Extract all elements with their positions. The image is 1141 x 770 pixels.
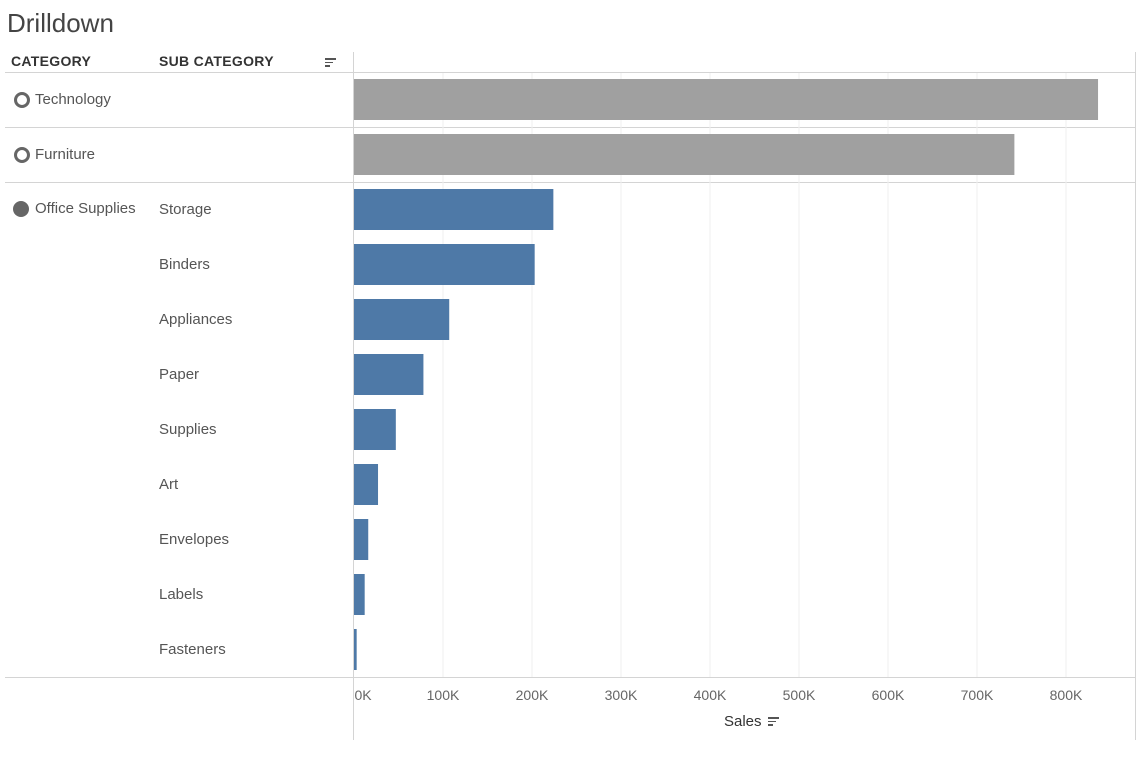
collapse-office-supplies-icon[interactable] bbox=[13, 201, 29, 217]
category-divider bbox=[5, 182, 1136, 183]
category-label-technology[interactable]: Technology bbox=[35, 91, 111, 108]
dashboard-title: Drilldown bbox=[7, 8, 114, 38]
category-label-office-supplies[interactable]: Office Supplies bbox=[35, 200, 136, 217]
bar-furniture[interactable] bbox=[354, 134, 1015, 175]
x-tick-label: 300K bbox=[605, 687, 638, 703]
bar-appliances[interactable] bbox=[354, 299, 450, 340]
x-tick-label: 100K bbox=[427, 687, 460, 703]
x-tick-label: 0K bbox=[354, 687, 372, 703]
pane-right-border bbox=[1135, 52, 1136, 740]
category-column-header[interactable]: CATEGORY bbox=[11, 53, 92, 69]
x-tick-label: 200K bbox=[516, 687, 549, 703]
axis-sort-icon[interactable] bbox=[768, 716, 780, 726]
bar-envelopes[interactable] bbox=[354, 519, 369, 560]
expand-technology-icon[interactable] bbox=[14, 92, 30, 108]
sub-category-column-header[interactable]: SUB CATEGORY bbox=[159, 53, 274, 69]
bar-fasteners[interactable] bbox=[354, 629, 357, 670]
sub-category-label[interactable]: Storage bbox=[159, 201, 212, 218]
x-tick-label: 700K bbox=[961, 687, 994, 703]
pane-axis-line bbox=[353, 52, 354, 740]
table-bottom-border bbox=[5, 677, 1136, 678]
sub-category-label[interactable]: Art bbox=[159, 476, 179, 493]
sub-category-label[interactable]: Binders bbox=[159, 256, 210, 273]
bar-art[interactable] bbox=[354, 464, 379, 505]
expand-furniture-icon[interactable] bbox=[14, 147, 30, 163]
bar-paper[interactable] bbox=[354, 354, 424, 395]
x-tick-label: 600K bbox=[872, 687, 905, 703]
sub-category-label[interactable]: Paper bbox=[159, 366, 200, 383]
x-axis-title[interactable]: Sales bbox=[724, 713, 762, 730]
sub-category-label[interactable]: Supplies bbox=[159, 421, 217, 438]
category-label-furniture[interactable]: Furniture bbox=[35, 146, 96, 163]
sub-category-label[interactable]: Envelopes bbox=[159, 531, 230, 548]
sub-category-label[interactable]: Appliances bbox=[159, 311, 233, 328]
bar-supplies[interactable] bbox=[354, 409, 396, 450]
bar-binders[interactable] bbox=[354, 244, 535, 285]
bar-labels[interactable] bbox=[354, 574, 365, 615]
header-divider bbox=[5, 72, 1136, 73]
bar-storage[interactable] bbox=[354, 189, 554, 230]
sort-icon[interactable] bbox=[325, 57, 337, 67]
bar-technology[interactable] bbox=[354, 79, 1099, 120]
sub-category-label[interactable]: Fasteners bbox=[159, 641, 226, 658]
category-divider bbox=[5, 127, 1136, 128]
sub-category-label[interactable]: Labels bbox=[159, 586, 204, 603]
x-tick-label: 800K bbox=[1050, 687, 1083, 703]
x-tick-label: 400K bbox=[694, 687, 727, 703]
x-tick-label: 500K bbox=[783, 687, 816, 703]
